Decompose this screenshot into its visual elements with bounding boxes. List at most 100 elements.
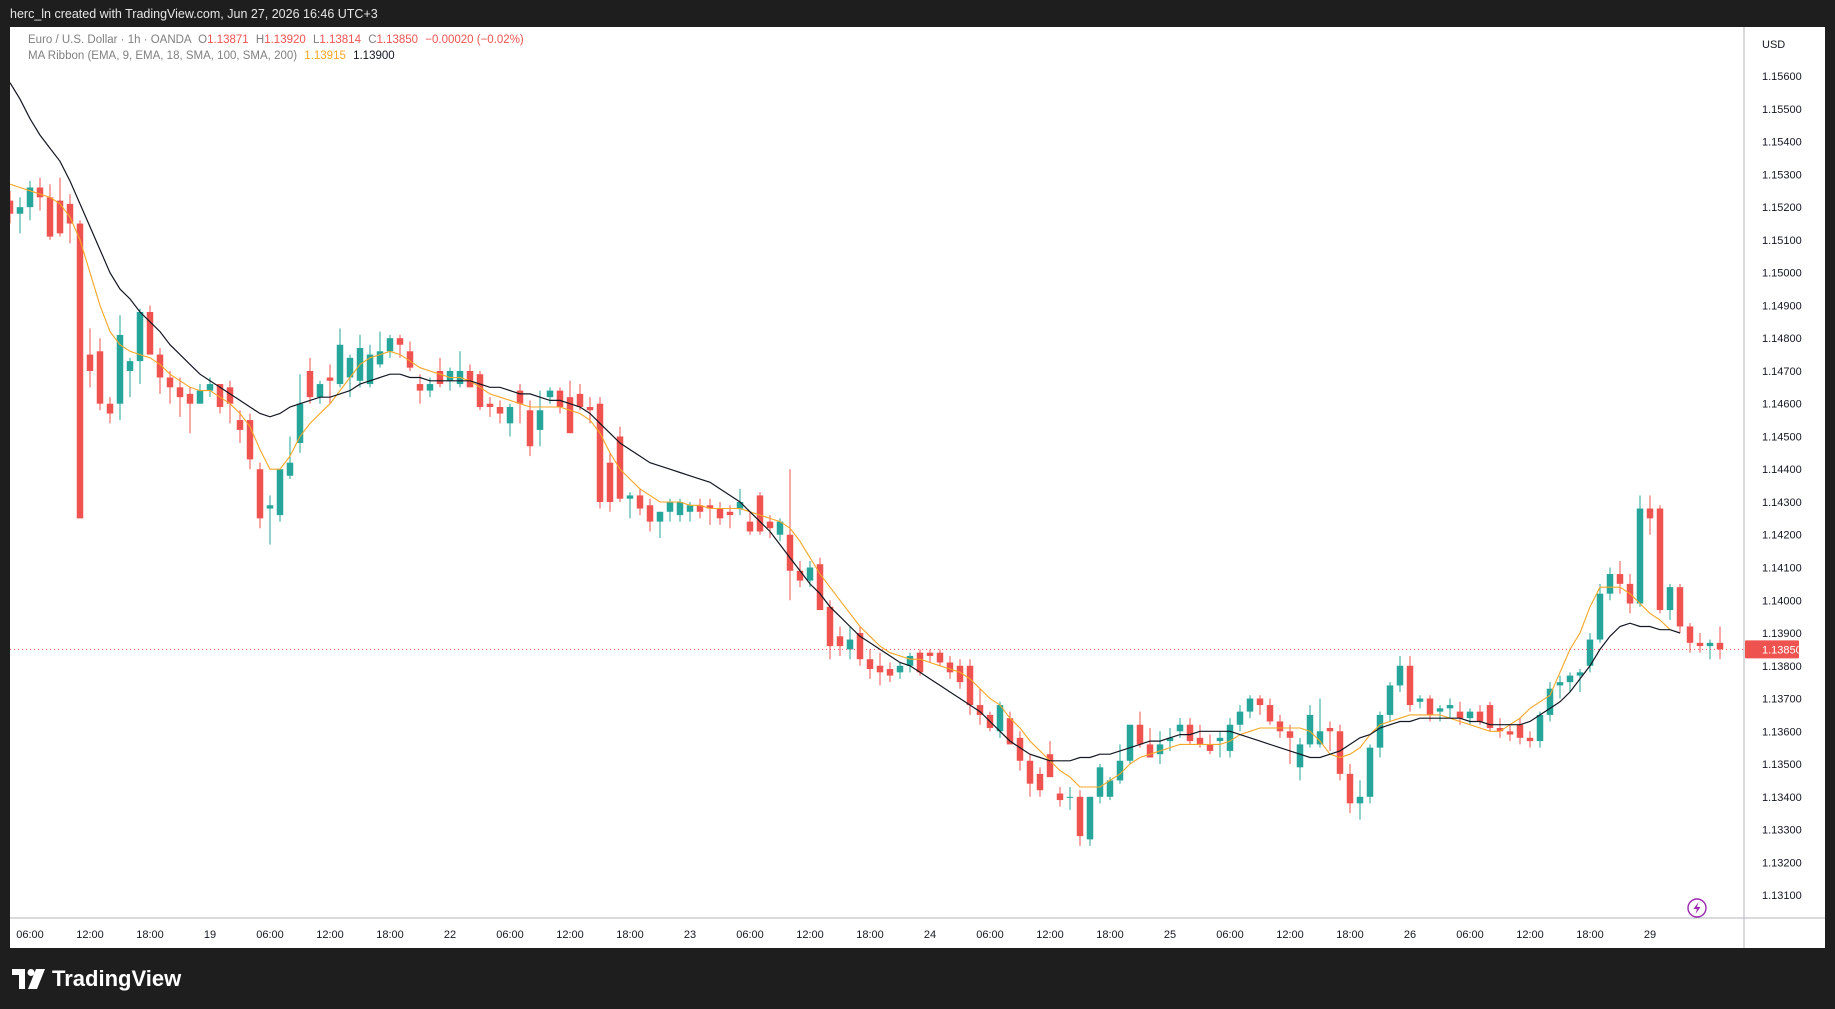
candle-body bbox=[1706, 642, 1714, 647]
candle-body bbox=[286, 462, 294, 476]
time-tick-label: 26 bbox=[1404, 929, 1416, 941]
candle-body bbox=[526, 410, 534, 447]
open-value: 1.13871 bbox=[207, 34, 249, 46]
candle-body bbox=[896, 665, 904, 673]
candle-body bbox=[616, 436, 624, 499]
candle-body bbox=[946, 662, 954, 673]
candle-body bbox=[226, 387, 234, 404]
attribution-header: herc_ln created with TradingView.com, Ju… bbox=[10, 7, 378, 21]
high-label: H bbox=[255, 34, 265, 46]
bolt-icon[interactable] bbox=[1687, 898, 1707, 918]
high-value: 1.13920 bbox=[264, 34, 306, 46]
time-tick-label: 06:00 bbox=[976, 929, 1004, 941]
candle-body bbox=[1006, 718, 1014, 745]
candle-body bbox=[716, 508, 724, 519]
candle-body bbox=[726, 511, 734, 516]
time-tick-label: 23 bbox=[684, 929, 696, 941]
candle-body bbox=[1316, 731, 1324, 745]
time-tick-label: 06:00 bbox=[16, 929, 44, 941]
candle-body bbox=[1666, 587, 1674, 611]
candle-body bbox=[1126, 724, 1134, 761]
tradingview-logo[interactable]: TradingView bbox=[12, 966, 181, 992]
candle-body bbox=[1336, 731, 1344, 774]
ma-ribbon-layer bbox=[9, 82, 1681, 788]
candle-body bbox=[96, 351, 104, 404]
candle-body bbox=[476, 374, 484, 407]
candle-body bbox=[486, 403, 494, 407]
time-tick-label: 29 bbox=[1644, 929, 1656, 941]
candle-body bbox=[56, 200, 64, 234]
candle-body bbox=[236, 420, 244, 430]
candle-body bbox=[1376, 714, 1384, 748]
candle-body bbox=[1066, 796, 1074, 798]
candle-body bbox=[1696, 642, 1704, 647]
price-tick-label: 1.13900 bbox=[1762, 628, 1802, 640]
indicator-name: MA Ribbon (EMA, 9, EMA, 18, SMA, 100, SM… bbox=[28, 50, 298, 62]
candle-body bbox=[586, 406, 594, 411]
candle-body bbox=[186, 393, 194, 404]
candle-body bbox=[786, 534, 794, 571]
candle-body bbox=[1166, 737, 1174, 742]
candle-body bbox=[1266, 705, 1274, 722]
candle-body bbox=[1366, 747, 1374, 797]
candle-body bbox=[626, 495, 634, 499]
price-tick-label: 1.14000 bbox=[1762, 595, 1802, 607]
candle-body bbox=[976, 705, 984, 715]
open-label: O bbox=[198, 34, 208, 46]
price-tick-label: 1.15400 bbox=[1762, 137, 1802, 149]
close-value: 1.13850 bbox=[376, 34, 419, 46]
candle-body bbox=[1236, 711, 1244, 725]
candle-body bbox=[406, 351, 414, 368]
chart-frame[interactable]: USD 1.13100 1.13200 1.13300 1.13400 1.13500 1… bbox=[6, 27, 1825, 948]
candle-body bbox=[466, 370, 474, 388]
candle-body bbox=[86, 354, 94, 371]
candle-body bbox=[756, 495, 764, 532]
candle-body bbox=[206, 384, 214, 391]
candle-body bbox=[576, 393, 584, 407]
time-axis[interactable]: 06:00 12:00 18:00 19 06:00 12:00 18:00 22 06:00 1… bbox=[16, 929, 1656, 941]
candle-body bbox=[506, 406, 514, 424]
candle-body bbox=[1246, 698, 1254, 712]
candle-body bbox=[156, 354, 164, 378]
candle-body bbox=[76, 223, 84, 519]
price-tick-label: 1.13700 bbox=[1762, 694, 1802, 706]
candle-body bbox=[516, 390, 524, 404]
candlestick-chart[interactable]: USD 1.131001.132001.133001.134001.135001… bbox=[6, 27, 1825, 948]
candle-body bbox=[826, 606, 834, 647]
price-axis[interactable]: 1.13100 1.13200 1.13300 1.13400 1.13500 1.136… bbox=[1762, 71, 1802, 902]
candle-body bbox=[1676, 587, 1684, 627]
candle-body bbox=[1286, 731, 1294, 738]
time-tick-label: 12:00 bbox=[556, 929, 584, 941]
candle-body bbox=[1296, 744, 1304, 768]
candle-body bbox=[36, 187, 44, 198]
price-tick-label: 1.15600 bbox=[1762, 71, 1802, 83]
candle-body bbox=[26, 187, 34, 208]
low-value: 1.13814 bbox=[319, 34, 361, 46]
candle-body bbox=[1056, 793, 1064, 801]
candle-body bbox=[836, 636, 844, 647]
candle-body bbox=[1616, 574, 1624, 584]
price-tick-label: 1.13400 bbox=[1762, 792, 1802, 804]
candle-body bbox=[1206, 744, 1214, 751]
candle-body bbox=[166, 377, 174, 388]
candle-body bbox=[246, 420, 254, 460]
candle-body bbox=[1586, 639, 1594, 666]
candle-body bbox=[696, 505, 704, 512]
candle-body bbox=[666, 501, 674, 512]
candle-body bbox=[766, 521, 774, 529]
candle-body bbox=[866, 659, 874, 670]
ma-fast-line bbox=[9, 183, 1671, 788]
currency-label: USD bbox=[1762, 39, 1785, 51]
price-tick-label: 1.15100 bbox=[1762, 235, 1802, 247]
price-tick-label: 1.14300 bbox=[1762, 497, 1802, 509]
price-tick-label: 1.13800 bbox=[1762, 661, 1802, 673]
candle-body bbox=[1426, 698, 1434, 715]
symbol-name: Euro / U.S. Dollar · 1h · OANDA bbox=[28, 34, 191, 46]
candle-body bbox=[1326, 728, 1334, 732]
candle-body bbox=[1526, 737, 1534, 742]
price-tick-label: 1.15300 bbox=[1762, 169, 1802, 181]
time-tick-label: 18:00 bbox=[376, 929, 404, 941]
candle-body bbox=[496, 406, 504, 414]
candle-body bbox=[1086, 796, 1094, 840]
price-tick-label: 1.14400 bbox=[1762, 464, 1802, 476]
